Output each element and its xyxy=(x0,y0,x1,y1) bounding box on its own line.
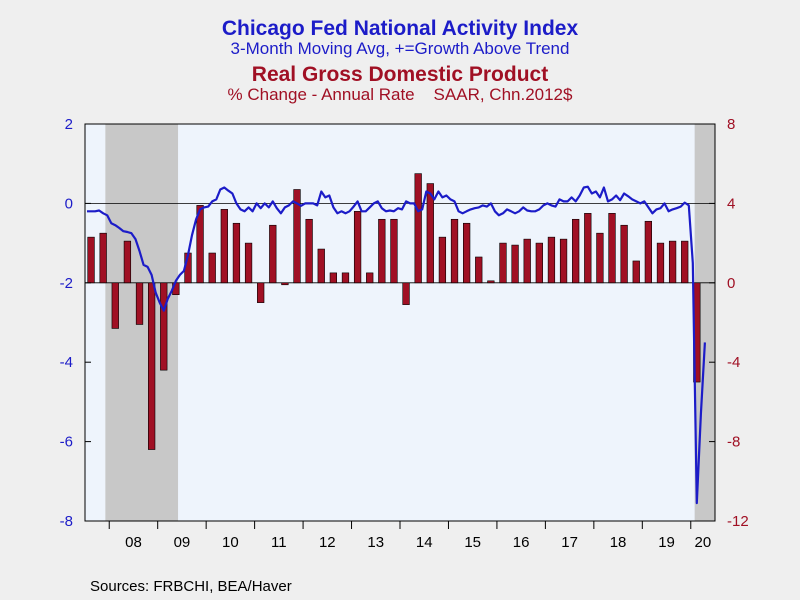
left-axis-label: 2 xyxy=(65,116,73,133)
x-axis-label: 14 xyxy=(416,534,433,551)
left-axis-label: 0 xyxy=(65,195,73,212)
gdp-bar xyxy=(487,280,495,284)
plot-area xyxy=(85,124,715,521)
gdp-bar xyxy=(329,272,337,284)
gdp-subtitle: % Change - Annual Rate SAAR, Chn.2012$ xyxy=(0,86,800,104)
gdp-bar xyxy=(632,260,640,284)
gdp-bar xyxy=(269,224,277,284)
gdp-bar xyxy=(341,272,350,284)
gdp-bar xyxy=(148,282,156,450)
gdp-bar xyxy=(463,222,471,284)
left-axis-label: -8 xyxy=(60,513,73,530)
gdp-bar xyxy=(257,282,265,303)
gdp-bar xyxy=(317,248,325,284)
gdp-bar xyxy=(511,244,519,284)
gdp-bar xyxy=(87,236,95,284)
x-axis-label: 19 xyxy=(658,534,675,551)
gdp-bar xyxy=(378,218,386,284)
gdp-bar xyxy=(366,272,374,284)
gdp-bar xyxy=(123,240,132,284)
gdp-bar xyxy=(535,242,543,284)
source-note: Sources: FRBCHI, BEA/Haver xyxy=(90,578,292,595)
gdp-bar xyxy=(135,282,144,325)
gdp-bar xyxy=(293,189,301,284)
gdp-bar xyxy=(681,240,689,284)
gdp-bar xyxy=(559,238,568,284)
cfnai-title: Chicago Fed National Activity Index xyxy=(221,17,579,40)
x-axis-label: 17 xyxy=(561,534,578,551)
cfnai-subtitle: 3-Month Moving Avg, +=Growth Above Trend xyxy=(230,39,570,58)
x-axis-label: 08 xyxy=(125,534,142,551)
gdp-bar xyxy=(196,205,204,284)
gdp-bar xyxy=(620,224,628,284)
gdp-bar xyxy=(584,213,592,284)
x-axis-label: 15 xyxy=(464,534,481,551)
gdp-subtitle-left: % Change - Annual Rate xyxy=(227,85,415,104)
gdp-bar xyxy=(111,282,119,329)
gdp-bar xyxy=(220,209,228,284)
right-axis-label: -8 xyxy=(727,434,740,451)
x-axis-label: 09 xyxy=(174,534,191,551)
right-axis-label: -4 xyxy=(727,354,740,371)
gdp-bar xyxy=(668,240,677,284)
gdp-bar xyxy=(99,232,107,284)
left-axis-label: -4 xyxy=(60,354,73,371)
gdp-bar xyxy=(232,222,241,284)
gdp-bar xyxy=(608,213,616,284)
right-axis-label: 8 xyxy=(727,116,735,133)
gdp-bar xyxy=(426,183,434,284)
x-axis-label: 12 xyxy=(319,534,336,551)
gdp-bar xyxy=(596,232,604,284)
x-axis-label: 11 xyxy=(271,534,287,551)
gdp-bar xyxy=(390,218,398,284)
gdp-bar xyxy=(244,242,253,284)
gdp-bar xyxy=(160,282,168,371)
gdp-bar xyxy=(281,282,289,286)
left-axis-label: -2 xyxy=(60,275,73,292)
x-axis-label: 13 xyxy=(367,534,384,551)
gdp-bar xyxy=(656,242,665,284)
right-axis-label: 4 xyxy=(727,195,735,212)
gdp-title: Real Gross Domestic Product xyxy=(251,63,549,86)
x-axis-label: 16 xyxy=(513,534,530,551)
gdp-bar xyxy=(572,218,580,284)
right-axis-label: -12 xyxy=(727,513,749,530)
gdp-bar xyxy=(644,220,652,284)
gdp-bar xyxy=(523,238,531,284)
gdp-bar xyxy=(414,173,422,284)
gdp-bar xyxy=(475,256,483,284)
gdp-bar xyxy=(547,236,556,284)
gdp-bar xyxy=(402,282,410,305)
left-axis-label: -6 xyxy=(60,434,73,451)
x-axis-label: 20 xyxy=(695,534,712,551)
x-axis-label: 18 xyxy=(610,534,627,551)
right-axis-label: 0 xyxy=(727,275,735,292)
gdp-bar xyxy=(208,252,216,284)
gdp-bar xyxy=(499,242,507,284)
gdp-bar xyxy=(438,236,447,284)
gdp-bar xyxy=(450,218,459,284)
gdp-subtitle-right: SAAR, Chn.2012$ xyxy=(433,85,573,104)
cfnai-line xyxy=(87,185,706,505)
gdp-bar xyxy=(353,211,362,284)
x-axis-label: 10 xyxy=(222,534,239,551)
gdp-bar xyxy=(305,218,313,284)
